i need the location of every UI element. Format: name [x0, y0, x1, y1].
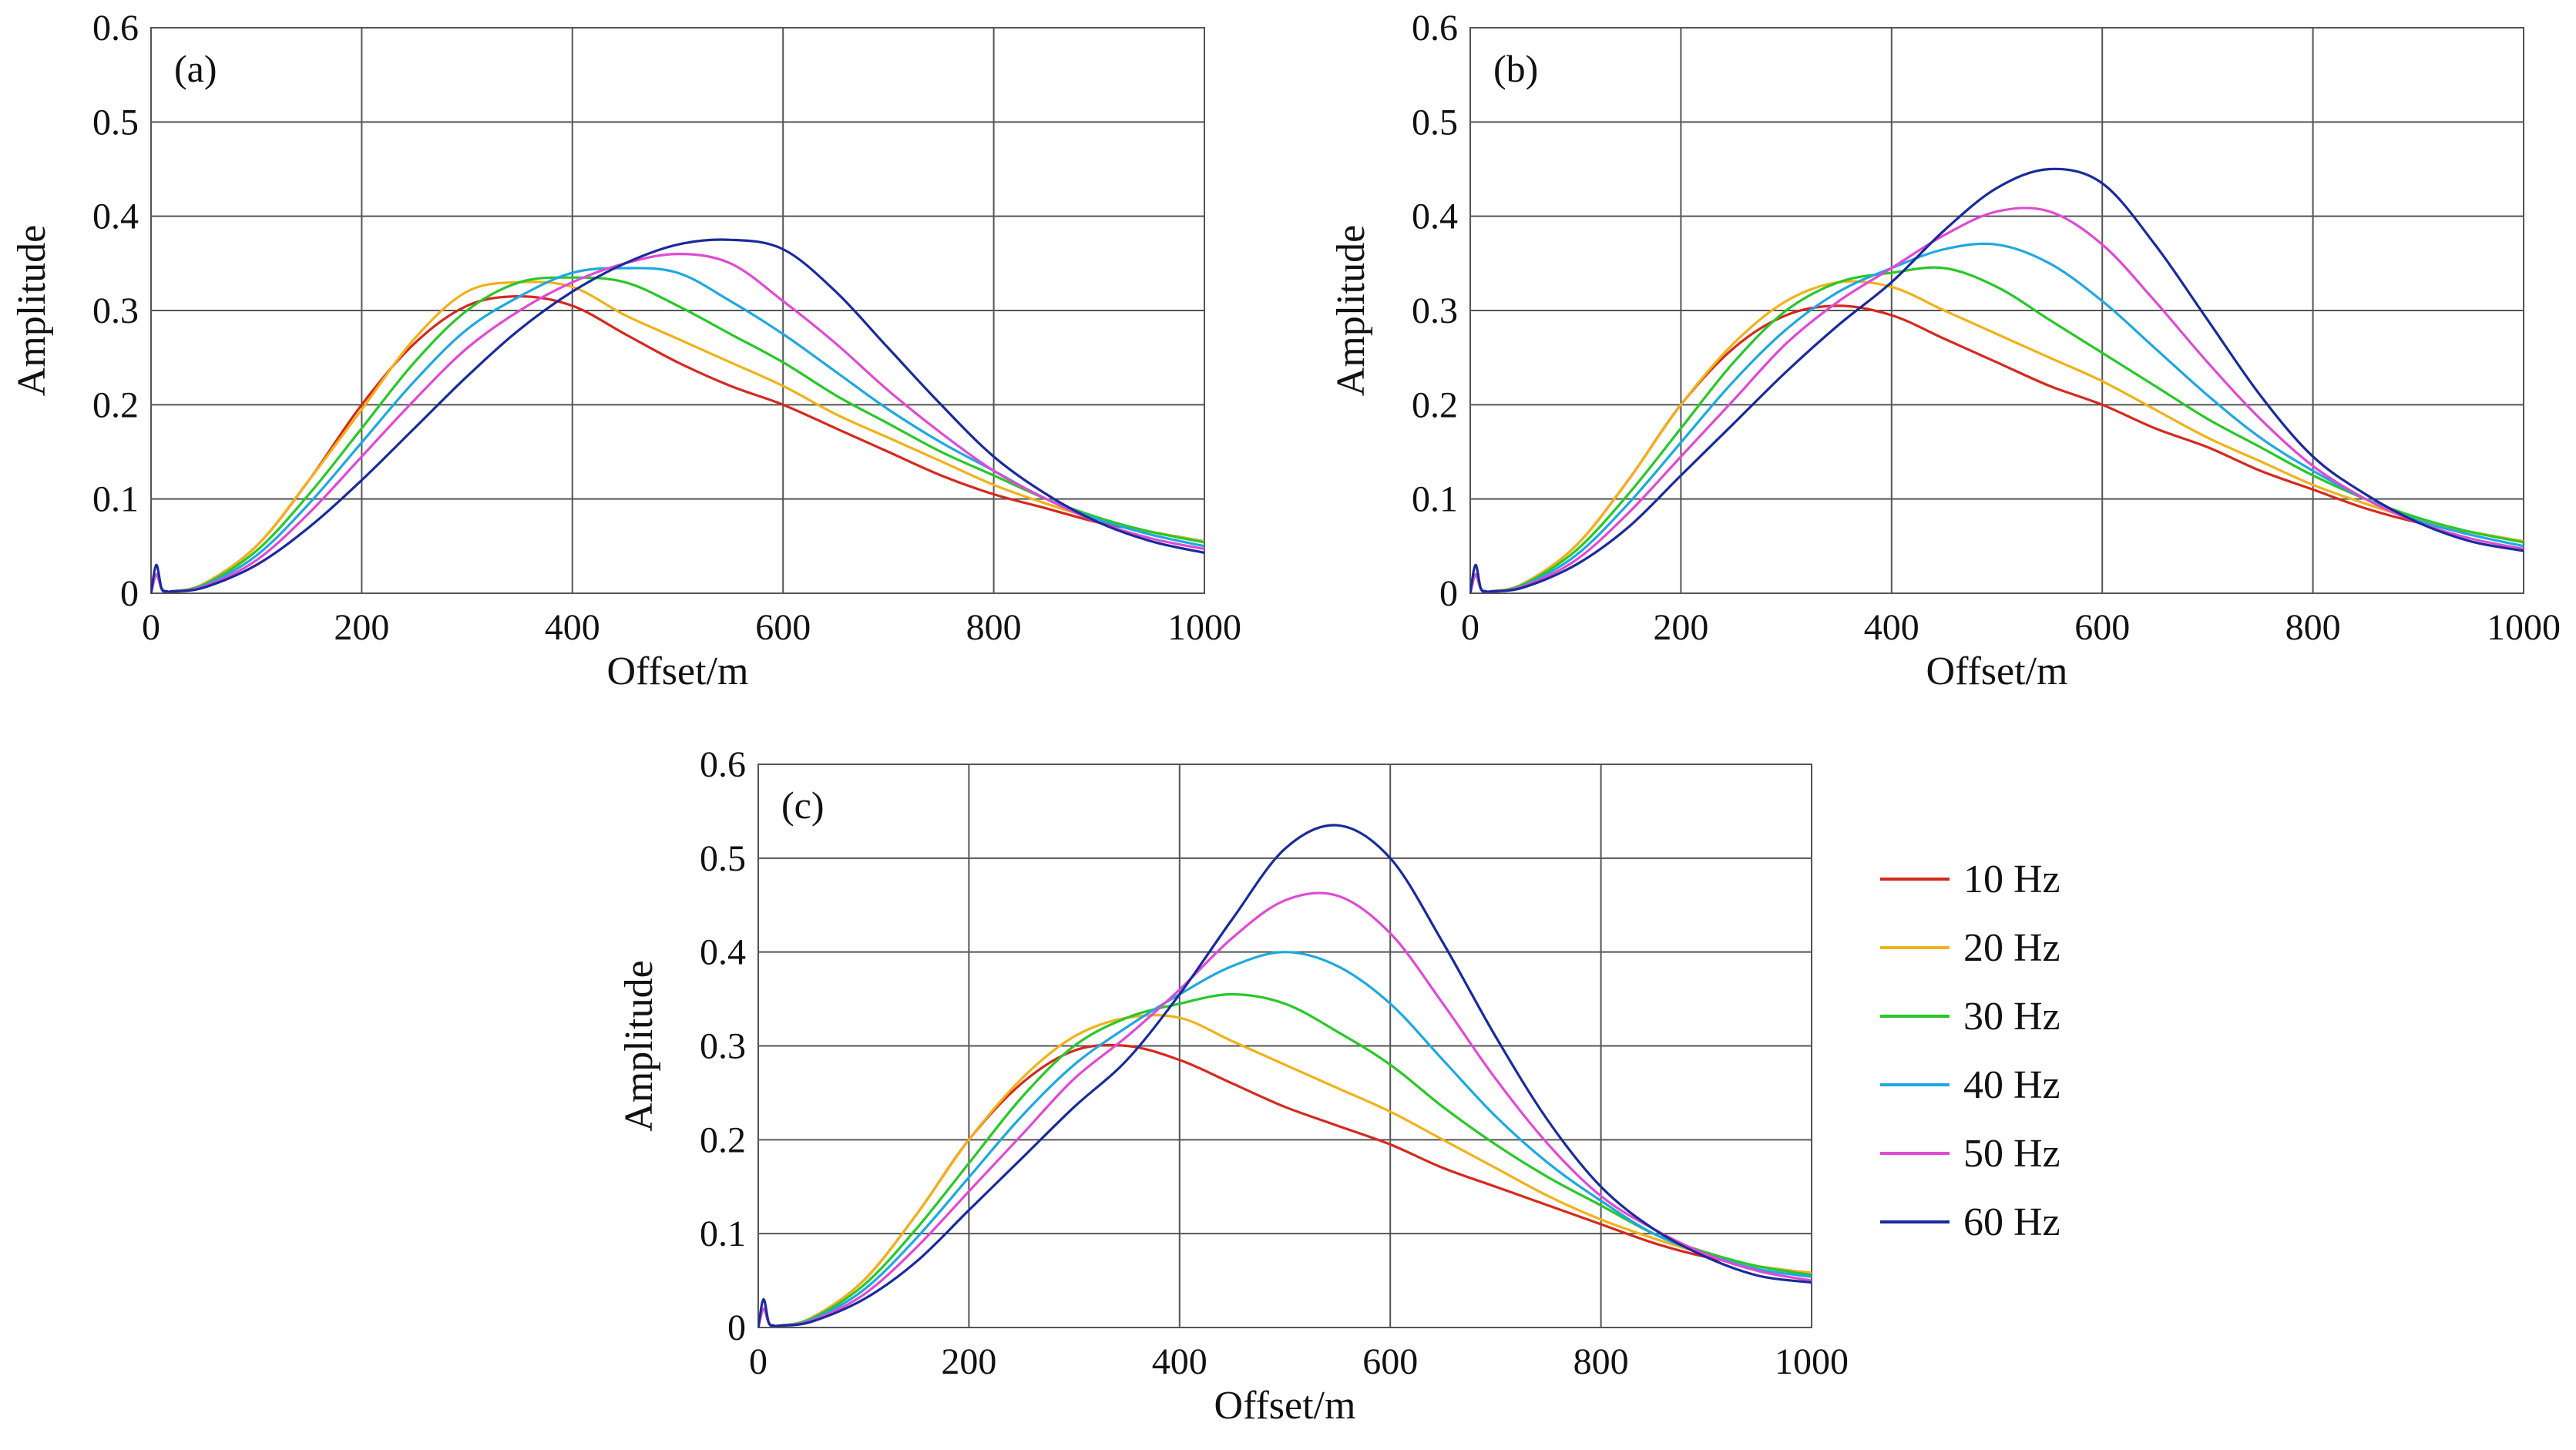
- y-axis-label: Amplitude: [1329, 225, 1373, 396]
- y-tick-label: 0.3: [1412, 290, 1458, 331]
- panel-tag: (a): [174, 47, 217, 90]
- x-tick-label: 0: [142, 607, 160, 648]
- series-line-60hz: [758, 824, 1812, 1327]
- legend-label: 10 Hz: [1963, 858, 2060, 901]
- x-tick-label: 800: [966, 607, 1022, 648]
- y-tick-label: 0.6: [92, 8, 139, 49]
- y-tick-label: 0.1: [700, 1213, 746, 1254]
- y-tick-label: 0: [120, 573, 139, 614]
- x-tick-label: 1000: [2487, 607, 2561, 648]
- legend-item: 10 Hz: [1880, 858, 2060, 901]
- y-tick-label: 0.3: [700, 1026, 746, 1067]
- y-axis-label: Amplitude: [10, 225, 54, 396]
- y-tick-label: 0.1: [92, 479, 139, 520]
- legend: 10 Hz 20 Hz 30 Hz 40 Hz 50 Hz 60 Hz: [1880, 858, 2060, 1244]
- legend-item: 60 Hz: [1880, 1200, 2060, 1244]
- x-tick-label: 200: [334, 607, 389, 648]
- x-tick-label: 200: [941, 1341, 996, 1382]
- y-tick-label: 0.2: [92, 384, 139, 425]
- legend-item: 30 Hz: [1880, 995, 2060, 1039]
- x-axis-label: Offset/m: [1214, 1384, 1356, 1428]
- panel-tag: (c): [781, 784, 825, 827]
- y-tick-label: 0.5: [1412, 102, 1458, 143]
- y-tick-label: 0: [727, 1307, 746, 1348]
- y-tick-label: 0.4: [92, 196, 139, 237]
- legend-item: 50 Hz: [1880, 1132, 2060, 1176]
- y-tick-label: 0.5: [92, 102, 139, 143]
- chart-panel-3: 0 200 400 600 800 1000 0 0.1 0.2 0.3 0.4 0.5 0.6 Offs…: [617, 744, 1849, 1428]
- x-tick-label: 1000: [1775, 1341, 1849, 1382]
- x-tick-label: 600: [755, 607, 811, 648]
- series-line-60hz: [1470, 167, 2524, 593]
- legend-item: 20 Hz: [1880, 926, 2060, 970]
- legend-label: 30 Hz: [1963, 995, 2060, 1039]
- y-tick-label: 0.2: [700, 1119, 746, 1160]
- x-tick-label: 400: [1864, 607, 1919, 648]
- legend-label: 40 Hz: [1963, 1063, 2060, 1107]
- x-tick-label: 600: [1362, 1341, 1418, 1382]
- legend-label: 60 Hz: [1963, 1200, 2060, 1244]
- y-tick-label: 0.4: [700, 932, 746, 973]
- legend-label: 20 Hz: [1963, 926, 2060, 970]
- series-line-60hz: [151, 238, 1204, 593]
- x-tick-label: 400: [1152, 1341, 1207, 1382]
- y-tick-label: 0.6: [1412, 8, 1458, 49]
- x-tick-label: 400: [545, 607, 600, 648]
- y-tick-label: 0.2: [1412, 384, 1458, 425]
- chart-panel-1: 0 200 400 600 800 1000 0 0.1 0.2 0.3 0.4 0.5 0.6 Offs…: [10, 8, 1241, 693]
- y-axis-label: Amplitude: [617, 960, 661, 1131]
- y-tick-label: 0.4: [1412, 196, 1458, 237]
- y-tick-label: 0.3: [92, 290, 139, 331]
- y-tick-label: 0.6: [700, 744, 746, 785]
- x-tick-label: 0: [1461, 607, 1479, 648]
- x-tick-label: 600: [2074, 607, 2130, 648]
- panel-tag: (b): [1493, 47, 1538, 90]
- legend-item: 40 Hz: [1880, 1063, 2060, 1107]
- chart-panel-2: 0 200 400 600 800 1000 0 0.1 0.2 0.3 0.4 0.5 0.6 Offs…: [1329, 8, 2561, 693]
- x-axis-label: Offset/m: [607, 649, 749, 693]
- x-tick-label: 1000: [1167, 607, 1241, 648]
- x-tick-label: 0: [749, 1341, 767, 1382]
- x-axis-label: Offset/m: [1926, 649, 2068, 693]
- y-tick-label: 0.1: [1412, 479, 1458, 520]
- x-tick-label: 200: [1653, 607, 1708, 648]
- x-tick-label: 800: [2285, 607, 2341, 648]
- x-tick-label: 800: [1573, 1341, 1629, 1382]
- chart-panels: 0 200 400 600 800 1000 0 0.1 0.2 0.3 0.4 0.5 0.6 Offs…: [10, 8, 2561, 1428]
- y-tick-label: 0: [1439, 573, 1458, 614]
- y-tick-label: 0.5: [700, 838, 746, 879]
- legend-label: 50 Hz: [1963, 1132, 2060, 1176]
